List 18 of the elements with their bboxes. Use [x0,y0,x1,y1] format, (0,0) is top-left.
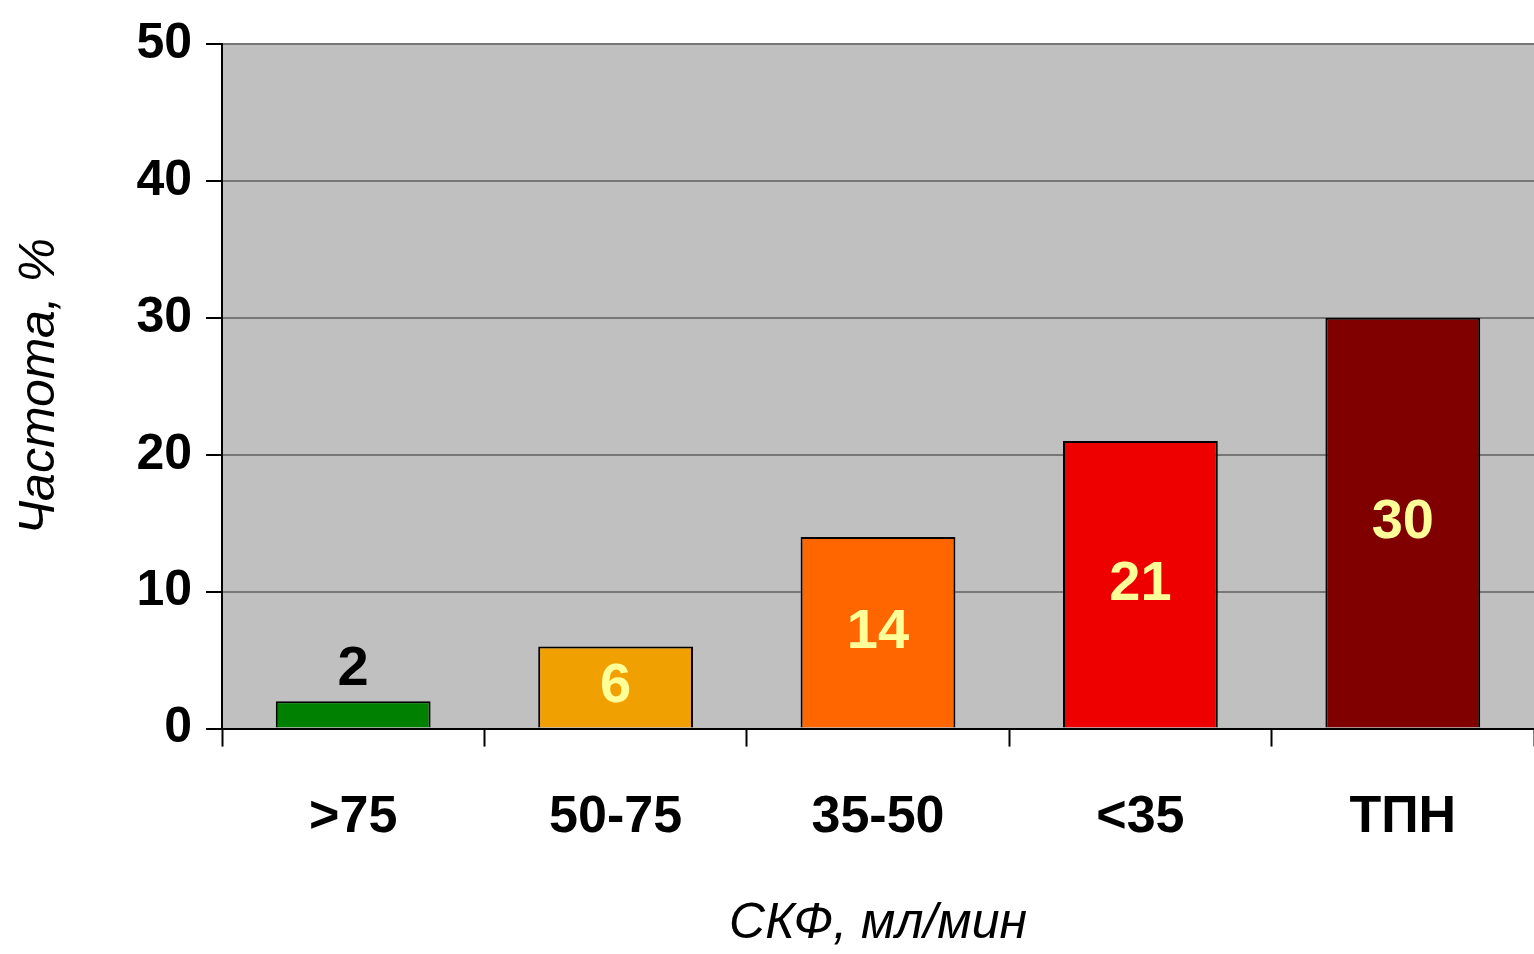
x-tick-label: 35-50 [811,785,945,844]
x-tick-label: ТПН [1349,785,1457,844]
y-axis-title: Частота, % [8,238,65,535]
data-label: 2 [337,633,369,697]
y-tick-label: 10 [136,560,192,617]
y-tick-label: 20 [136,423,192,480]
x-tick-label: 50-75 [549,785,683,844]
y-tick-label: 0 [164,697,192,754]
data-label: 6 [600,651,632,715]
y-tick-label: 40 [136,149,192,206]
data-label: 21 [1109,548,1172,612]
y-tick-label: 30 [136,286,192,343]
x-axis-title: СКФ, мл/мин [729,892,1027,949]
x-tick-label: >75 [309,785,398,844]
x-tick-label: <35 [1096,785,1185,844]
y-tick-label: 50 [136,12,192,69]
data-label: 14 [846,596,910,660]
data-label: 30 [1371,487,1434,551]
